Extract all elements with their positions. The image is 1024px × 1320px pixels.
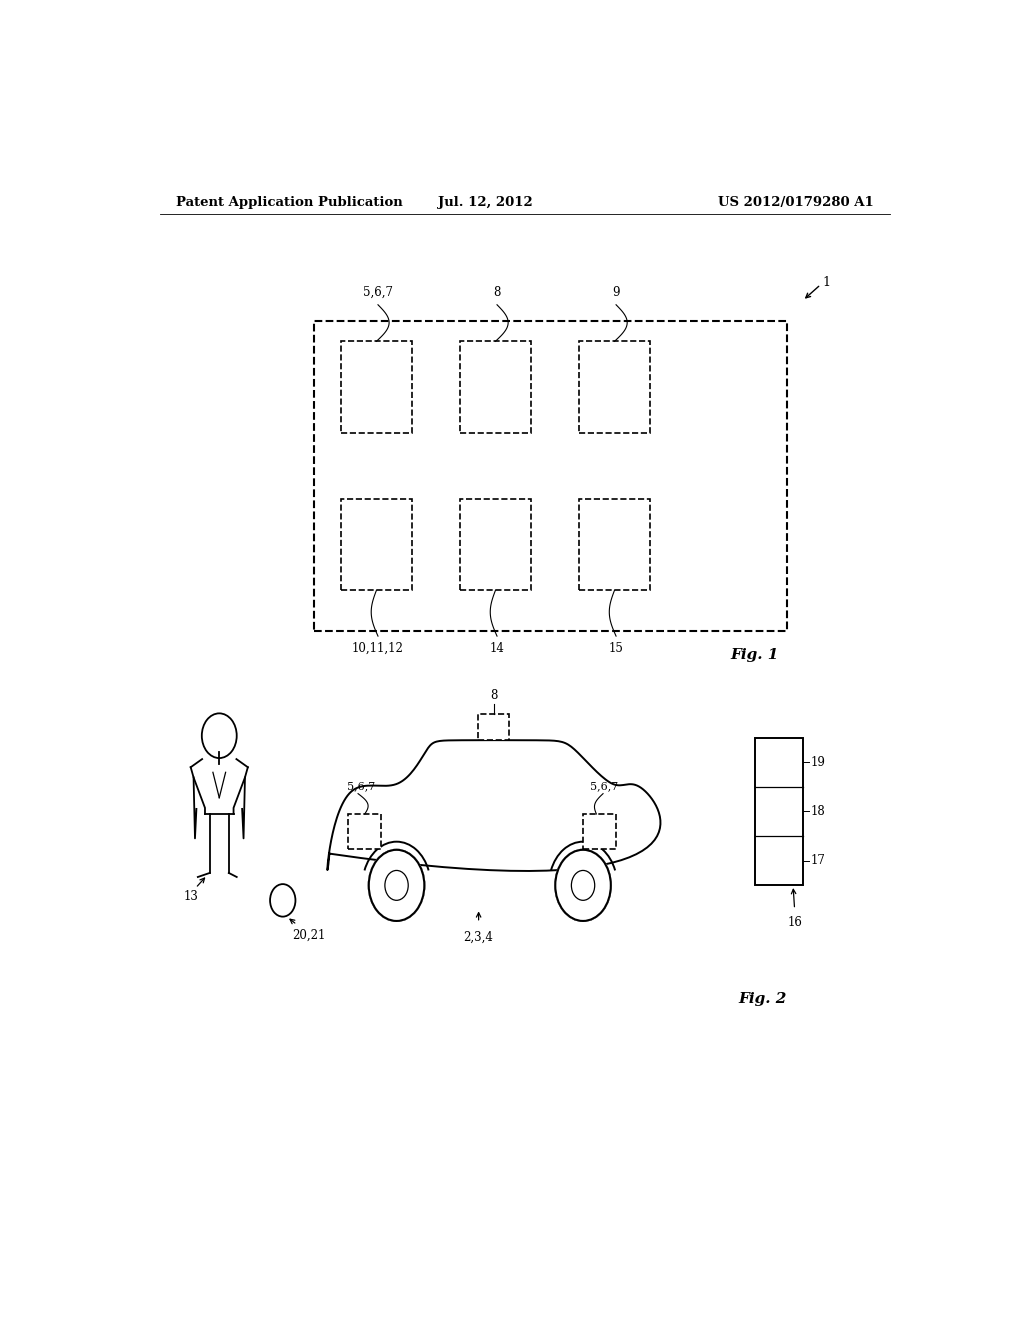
- Text: Patent Application Publication: Patent Application Publication: [176, 195, 402, 209]
- Text: 5,6,7: 5,6,7: [590, 781, 617, 792]
- Bar: [341, 342, 412, 433]
- Bar: [478, 714, 509, 741]
- Text: 14: 14: [489, 643, 505, 655]
- Text: Fig. 1: Fig. 1: [731, 648, 779, 663]
- Bar: [583, 814, 616, 849]
- Bar: [583, 504, 646, 585]
- Circle shape: [369, 850, 424, 921]
- Text: 2,3,4: 2,3,4: [464, 931, 494, 944]
- Text: 5,6,7: 5,6,7: [362, 285, 393, 298]
- Text: 5,6,7: 5,6,7: [347, 781, 375, 792]
- Circle shape: [362, 842, 431, 929]
- Text: 8: 8: [489, 689, 498, 702]
- Bar: [579, 342, 650, 433]
- Text: 19: 19: [811, 756, 825, 768]
- Bar: [345, 504, 409, 585]
- Text: Jul. 12, 2012: Jul. 12, 2012: [437, 195, 532, 209]
- Bar: [460, 499, 531, 590]
- Text: 9: 9: [612, 285, 620, 298]
- Text: 10,11,12: 10,11,12: [352, 643, 403, 655]
- Bar: [345, 346, 409, 428]
- Text: 17: 17: [811, 854, 825, 867]
- Bar: [755, 738, 803, 886]
- Text: 18: 18: [811, 805, 825, 818]
- Text: 20,21: 20,21: [292, 929, 326, 942]
- Bar: [314, 321, 786, 631]
- Text: 16: 16: [787, 916, 802, 928]
- Bar: [341, 499, 412, 590]
- Bar: [348, 814, 381, 849]
- Polygon shape: [328, 741, 660, 871]
- Bar: [464, 504, 527, 585]
- Text: 15: 15: [608, 643, 624, 655]
- Bar: [460, 342, 531, 433]
- Text: US 2012/0179280 A1: US 2012/0179280 A1: [718, 195, 873, 209]
- Circle shape: [549, 842, 617, 929]
- Text: 13: 13: [184, 890, 199, 903]
- Bar: [579, 499, 650, 590]
- Bar: [464, 346, 527, 428]
- Text: Fig. 2: Fig. 2: [738, 991, 787, 1006]
- Text: 1: 1: [822, 276, 830, 289]
- Text: 8: 8: [494, 285, 501, 298]
- Bar: [583, 346, 646, 428]
- Circle shape: [555, 850, 611, 921]
